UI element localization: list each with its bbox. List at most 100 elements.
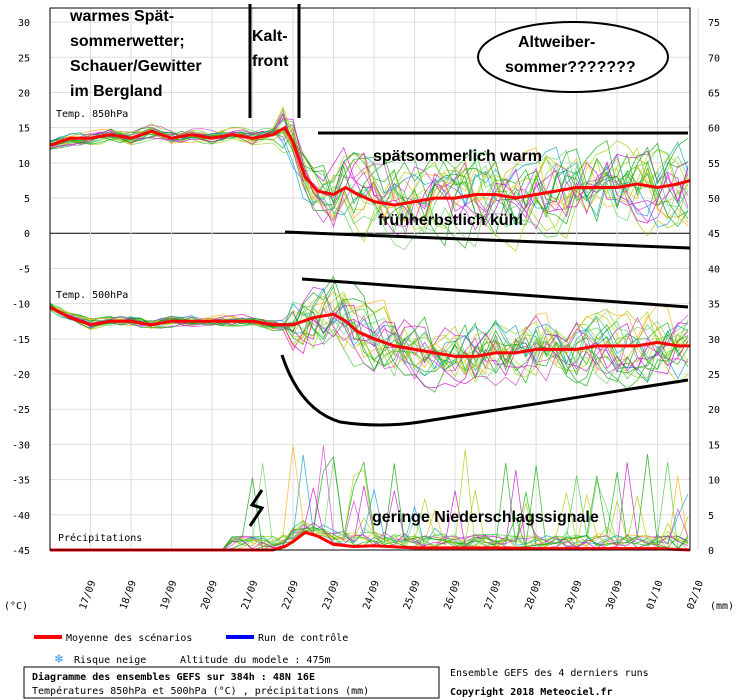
right-tick-label: 75: [708, 18, 720, 29]
left-tick-label: 10: [18, 159, 30, 170]
left-tick-label: 15: [18, 124, 30, 135]
annotation-warm-line1: warmes Spät-: [69, 8, 174, 25]
left-tick-label: -30: [12, 440, 30, 451]
ensemble-members: [49, 105, 689, 551]
left-tick-label: 20: [18, 88, 30, 99]
right-tick-label: 20: [708, 405, 720, 416]
left-tick-label: 0: [24, 229, 30, 240]
annotation-front-line1: Kalt-: [252, 28, 288, 45]
annotation-warm-line3: Schauer/Gewitter: [70, 58, 202, 75]
ensemble-member-t850: [49, 120, 689, 251]
x-tick-label: 29/09: [564, 579, 585, 611]
left-tick-label: -15: [12, 335, 30, 346]
annotation-ellipse-line1: Altweiber-: [518, 34, 595, 51]
right-tick-label: 10: [708, 476, 720, 487]
unit-left: (°C): [4, 601, 28, 612]
x-tick-label: 30/09: [604, 579, 625, 611]
x-tick-label: 26/09: [442, 579, 463, 611]
ensemble-member-t850: [49, 126, 689, 223]
panel-label-precip: Précipitations: [58, 532, 142, 544]
plot-frame: [49, 7, 691, 551]
lightning-icon: [248, 489, 265, 527]
ensemble-member-t500: [49, 295, 689, 383]
legend-snow-label: Risque neige: [74, 655, 146, 666]
ensemble-member-t850: [49, 123, 689, 237]
right-tick-label: 55: [708, 159, 720, 170]
ensemble-member-t850: [49, 124, 689, 227]
right-tick-label: 45: [708, 229, 720, 240]
right-tick-label: 65: [708, 88, 720, 99]
footer-runs: Ensemble GEFS des 4 derniers runs: [450, 668, 649, 679]
annotation-warm-band: spätsommerlich warm: [373, 148, 542, 165]
legend-control-label: Run de contrôle: [258, 632, 348, 644]
ensemble-member-precip: [50, 461, 689, 551]
x-tick-label: 25/09: [402, 579, 423, 611]
right-tick-label: 5: [708, 511, 714, 522]
left-axis: 30 25 20 15 10 5 0 -5 -10 -15 -20 -25 -30 -35 -40 -45: [12, 18, 30, 557]
panel-label-t850: Temp. 850hPa: [56, 109, 128, 120]
x-tick-label: 20/09: [199, 579, 220, 611]
right-tick-label: 15: [708, 440, 720, 451]
left-tick-label: -25: [12, 405, 30, 416]
ensemble-member-t500: [49, 291, 689, 378]
x-tick-label: 01/10: [645, 579, 666, 611]
unit-right: (mm): [710, 601, 734, 612]
x-tick-label: 23/09: [321, 579, 342, 611]
annotation-ellipse-line2: sommer???????: [505, 59, 636, 76]
x-tick-label: 27/09: [483, 579, 504, 611]
ensemble-member-t850: [49, 118, 689, 228]
x-tick-label: 17/09: [78, 579, 99, 611]
right-tick-label: 70: [708, 53, 720, 64]
left-tick-label: -5: [18, 264, 30, 275]
left-tick-label: -20: [12, 370, 30, 381]
right-tick-label: 25: [708, 370, 720, 381]
chart-title: Diagramme des ensembles GEFS sur 384h : …: [32, 671, 315, 683]
right-tick-label: 35: [708, 300, 720, 311]
x-tick-label: 19/09: [159, 579, 180, 611]
left-tick-label: -35: [12, 476, 30, 487]
cool-band-line: [284, 230, 691, 250]
ensemble-member-t850: [49, 108, 689, 247]
t500-lower-trend: [280, 354, 689, 427]
annotation-precip: geringe Niederschlagssignale: [372, 509, 599, 526]
legend-mean-label: Moyenne des scénarios: [66, 632, 192, 644]
x-tick-label: 02/10: [685, 579, 706, 611]
x-tick-label: 22/09: [280, 579, 301, 611]
left-tick-label: -40: [12, 511, 30, 522]
annotation-cool-band: frühherbstlich kühl: [378, 212, 523, 229]
mean-line-t500: [49, 305, 690, 358]
left-tick-label: 5: [24, 194, 30, 205]
title-box: [23, 666, 440, 699]
annotation-ellipse: [477, 21, 669, 93]
right-tick-label: 60: [708, 124, 720, 135]
legend-altitude-label: Altitude du modele : 475m: [180, 655, 331, 666]
right-tick-label: 40: [708, 264, 720, 275]
annotation-warm-line4: im Bergland: [70, 83, 162, 100]
left-tick-label: 30: [18, 18, 30, 29]
annotation-front-line2: front: [252, 53, 289, 70]
right-tick-label: 50: [708, 194, 720, 205]
ensemble-member-t500: [49, 305, 689, 377]
right-tick-label: 30: [708, 335, 720, 346]
panel-label-t500: Temp. 500hPa: [56, 290, 128, 301]
annotation-warm-line2: sommerwetter;: [70, 33, 185, 50]
snowflake-icon: ❄: [54, 652, 64, 666]
left-tick-label: -10: [12, 300, 30, 311]
x-tick-label: 24/09: [361, 579, 382, 611]
ensemble-member-t500: [49, 297, 689, 390]
right-tick-label: 0: [708, 546, 714, 557]
mean-line-t850: [49, 125, 691, 207]
ensemble-member-t500: [49, 298, 689, 393]
hand-drawn-annotations: [248, 4, 691, 527]
mean-line-precip: [50, 530, 691, 552]
x-tick-label: 21/09: [240, 579, 261, 611]
left-tick-label: -45: [12, 546, 30, 557]
x-tick-label: 28/09: [523, 579, 544, 611]
ensemble-member-t850: [49, 105, 689, 223]
x-tick-label: 18/09: [118, 579, 139, 611]
mean-lines: [49, 125, 691, 552]
t500-upper-trend: [301, 277, 689, 309]
x-axis: 17/09 18/09 19/09 20/09 21/09 22/09 23/09 24/09…: [78, 579, 706, 611]
